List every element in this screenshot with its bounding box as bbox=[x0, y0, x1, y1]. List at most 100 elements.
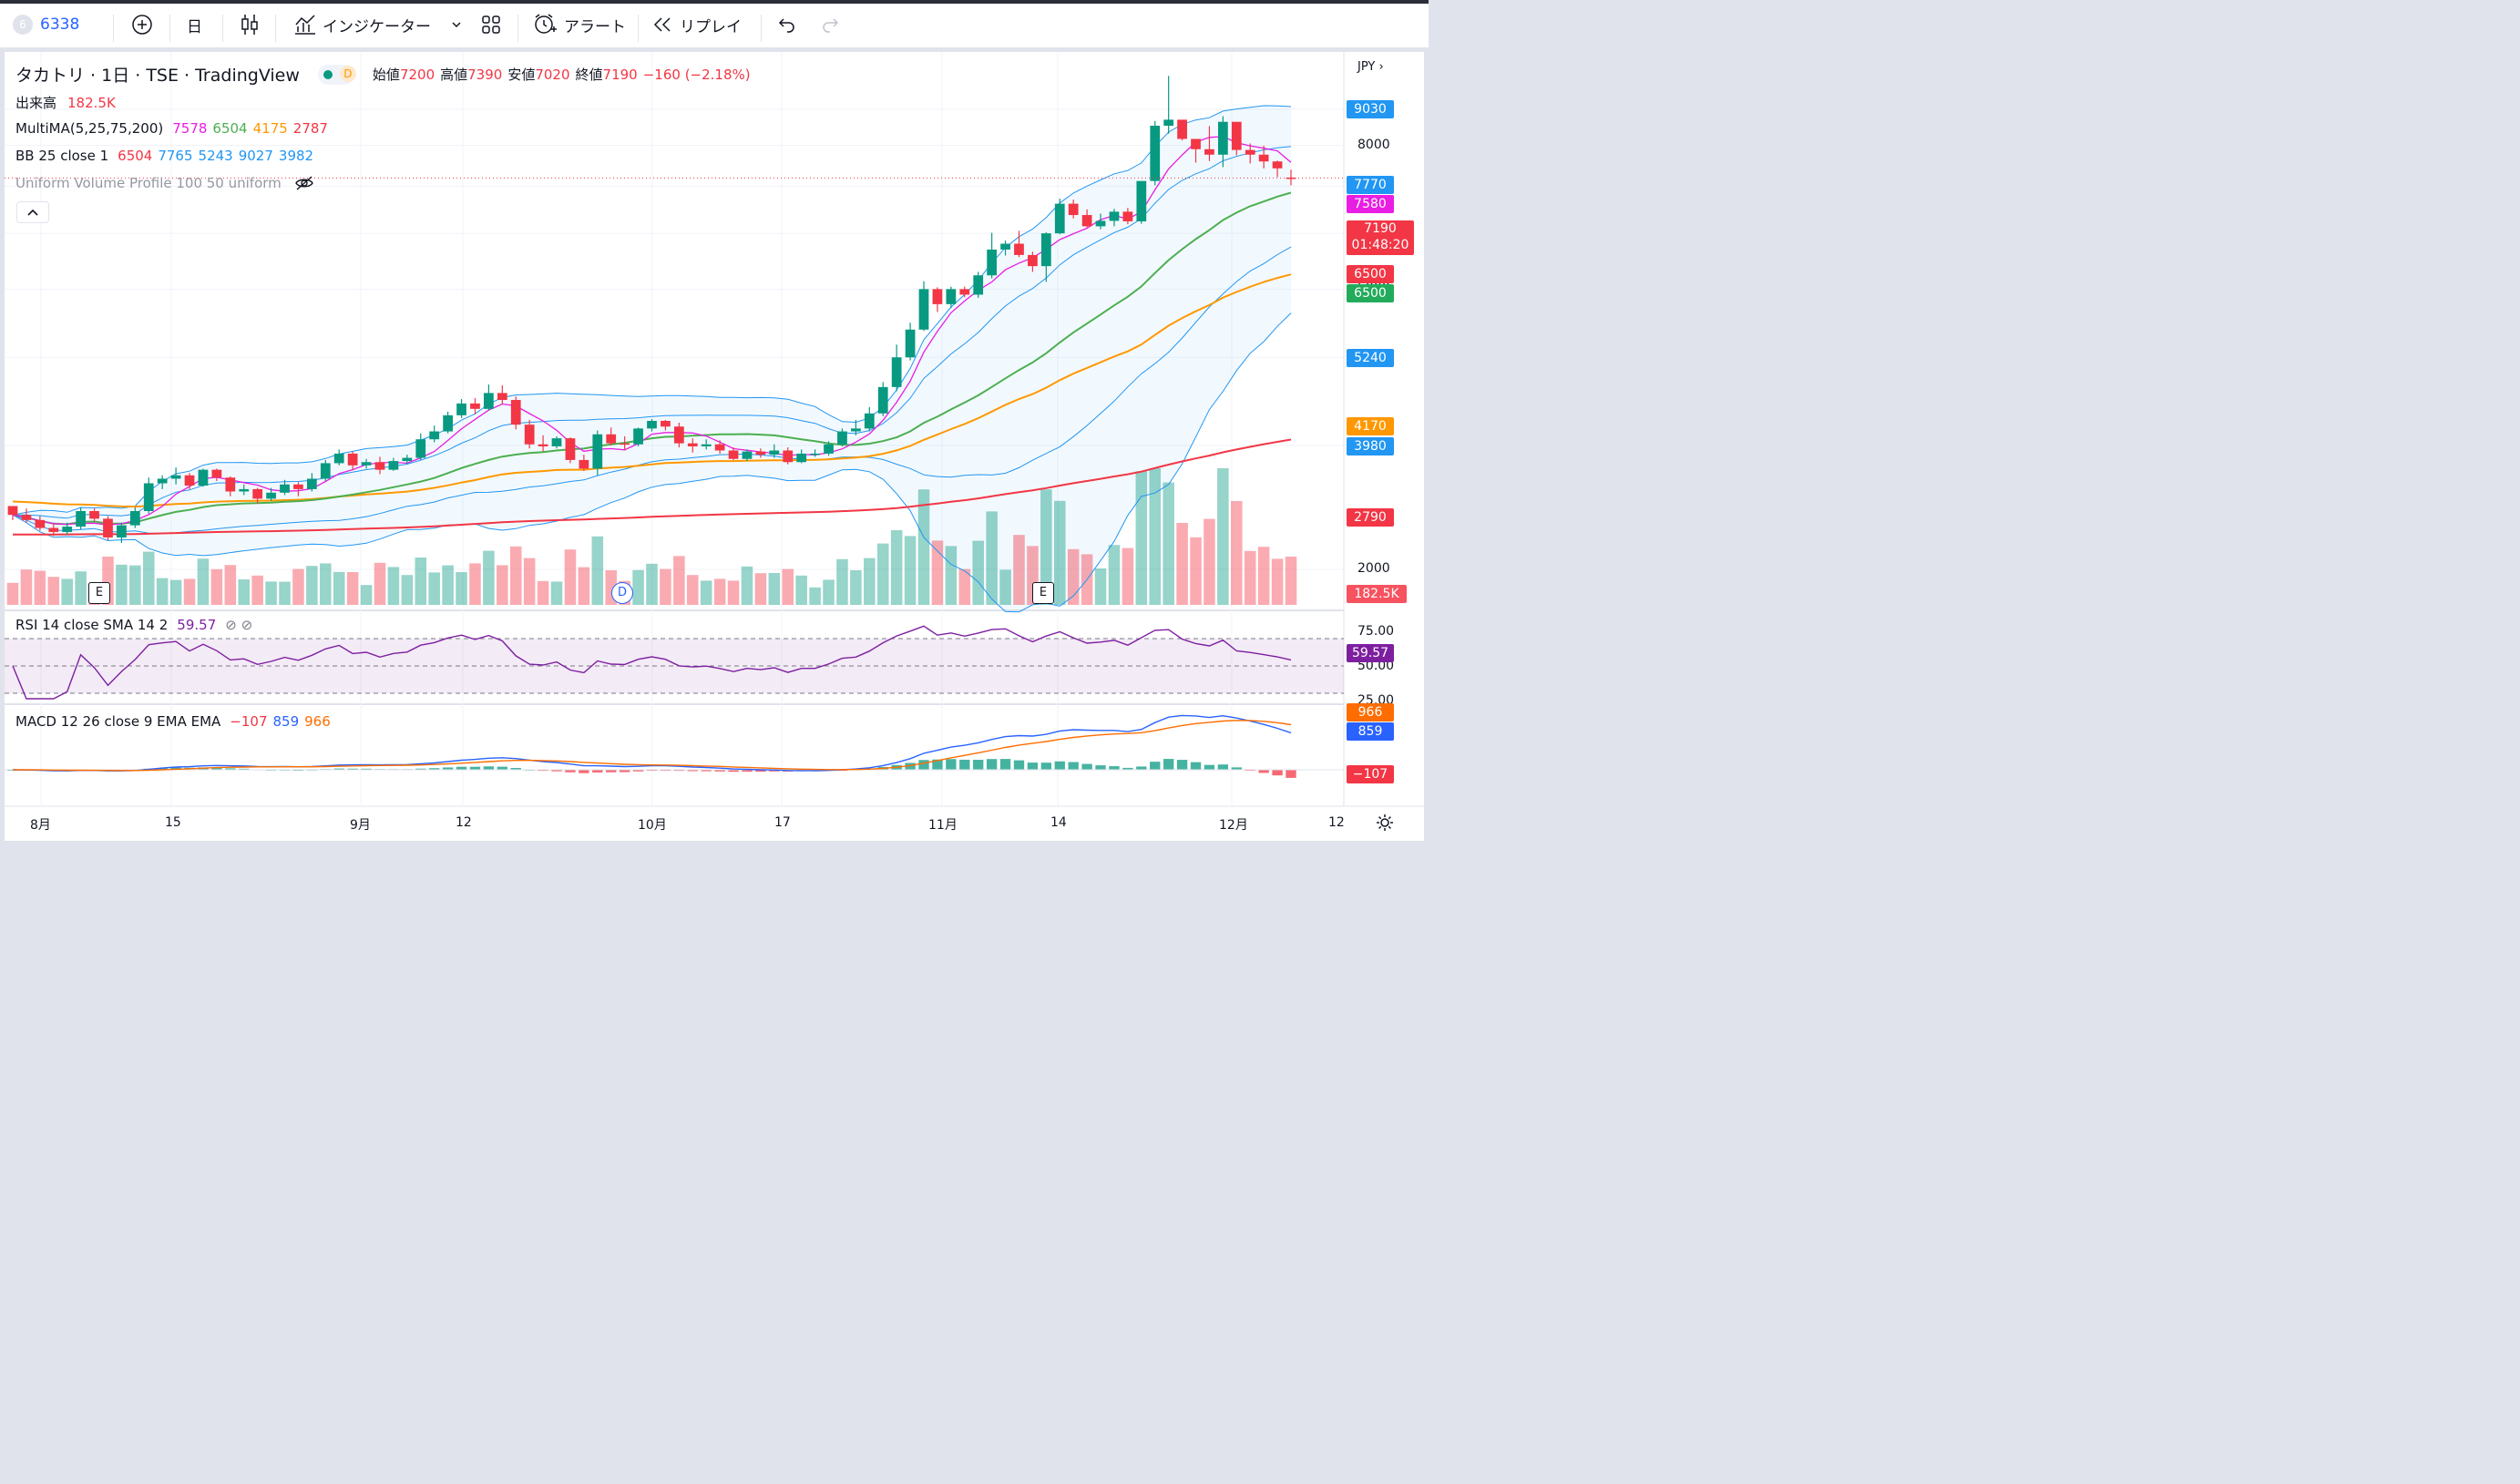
candle-body bbox=[891, 357, 902, 387]
price-axis-label: 6500 bbox=[1347, 265, 1394, 283]
candle-body bbox=[429, 431, 440, 440]
volume-bar bbox=[1135, 471, 1148, 605]
volume-bar bbox=[469, 563, 481, 605]
rsi-axis-label: 59.57 bbox=[1347, 644, 1394, 662]
candle-body bbox=[1217, 121, 1228, 155]
uvp-legend[interactable]: Uniform Volume Profile 100 50 uniform bbox=[15, 175, 314, 191]
candle-body bbox=[565, 438, 576, 460]
collapse-legend-button[interactable] bbox=[16, 201, 49, 223]
volume-bar bbox=[1271, 558, 1284, 605]
interval-button[interactable]: 日 bbox=[187, 17, 202, 36]
macd-histogram-bar bbox=[959, 759, 970, 770]
settings-button[interactable] bbox=[1376, 814, 1394, 835]
candle-body bbox=[62, 527, 73, 532]
macd-line bbox=[12, 714, 1292, 772]
candle-body bbox=[484, 393, 494, 409]
earnings-marker[interactable]: E bbox=[1032, 582, 1054, 604]
macd-legend[interactable]: MACD 12 26 close 9 EMA EMA −107 859 966 bbox=[15, 713, 331, 730]
volume-bar bbox=[795, 575, 807, 605]
volume-bar bbox=[415, 558, 427, 605]
rsi-legend[interactable]: RSI 14 close SMA 14 2 59.57 ⊘ ⊘ bbox=[15, 617, 253, 633]
chart-panel[interactable] bbox=[5, 52, 1424, 841]
price-axis-label: 7580 bbox=[1347, 195, 1394, 213]
candle-body bbox=[48, 527, 59, 532]
volume-bar bbox=[768, 573, 781, 605]
price-chart[interactable] bbox=[5, 52, 1424, 841]
candle-body bbox=[129, 510, 140, 526]
dividend-marker[interactable]: D bbox=[611, 582, 633, 604]
bb-lower-2 bbox=[12, 312, 1292, 613]
symbol-logo: 6 bbox=[13, 15, 33, 35]
volume-bar bbox=[727, 580, 740, 605]
volume-bar bbox=[564, 549, 577, 605]
macd-signal-line bbox=[13, 720, 1292, 772]
rsi-tick-75: 75.00 bbox=[1357, 624, 1395, 639]
compare-symbol-button[interactable] bbox=[131, 9, 153, 40]
candle-body bbox=[1000, 243, 1010, 250]
volume-bar bbox=[428, 572, 440, 605]
alert-button[interactable]: アラート bbox=[533, 9, 626, 40]
macd-histogram-bar bbox=[673, 770, 685, 772]
macd-histogram-bar bbox=[429, 768, 440, 770]
candle-body bbox=[1177, 119, 1187, 139]
macd-histogram-bar bbox=[579, 770, 589, 773]
volume-bar bbox=[1067, 548, 1080, 605]
volume-bar bbox=[1244, 550, 1256, 605]
replay-button[interactable]: リプレイ bbox=[652, 9, 742, 40]
volume-bar bbox=[1013, 535, 1025, 605]
ma25-line bbox=[12, 191, 1292, 526]
candle-body bbox=[1231, 121, 1242, 150]
price-axis-label: 3980 bbox=[1347, 437, 1394, 455]
price-tick: 8000 bbox=[1357, 137, 1390, 152]
macd-histogram-bar bbox=[1272, 770, 1283, 776]
macd-histogram-bar bbox=[565, 770, 576, 773]
macd-histogram-bar bbox=[1204, 764, 1215, 770]
alert-label: アラート bbox=[564, 17, 626, 36]
candle-body bbox=[456, 403, 466, 415]
candle-body bbox=[211, 469, 222, 478]
redo-button[interactable] bbox=[820, 9, 840, 40]
volume-bar bbox=[1204, 518, 1215, 605]
time-label: 14 bbox=[1050, 815, 1067, 830]
candle-body bbox=[21, 515, 32, 520]
candle-body bbox=[361, 462, 372, 466]
price-axis-label: 6500 bbox=[1347, 284, 1394, 302]
macd-histogram-bar bbox=[347, 768, 358, 770]
time-label: 15 bbox=[165, 815, 181, 830]
chart-type-button[interactable] bbox=[239, 9, 261, 40]
volume-bar bbox=[509, 546, 522, 605]
templates-button[interactable] bbox=[480, 9, 502, 40]
indicators-dropdown[interactable] bbox=[450, 9, 463, 40]
candle-body bbox=[701, 444, 712, 446]
volume-bar bbox=[129, 565, 141, 605]
indicators-button[interactable]: インジケーター bbox=[293, 9, 431, 40]
ohlc-close: 終値7190 bbox=[575, 67, 638, 83]
volume-bar bbox=[75, 571, 87, 605]
bb-legend[interactable]: BB 25 close 1 6504 7765 5243 9027 3982 bbox=[15, 148, 314, 164]
macd-histogram-bar bbox=[551, 770, 562, 772]
macd-histogram-bar bbox=[456, 766, 467, 770]
volume-bar bbox=[197, 558, 210, 605]
macd-histogram-bar bbox=[1013, 760, 1025, 770]
macd-histogram-bar bbox=[714, 770, 725, 772]
ma-legend[interactable]: MultiMA(5,25,75,200) 7578 6504 4175 2787 bbox=[15, 120, 328, 137]
candle-body bbox=[620, 443, 630, 445]
candle-body bbox=[783, 450, 794, 463]
currency-selector[interactable]: JPY › bbox=[1357, 60, 1384, 74]
volume-bar bbox=[265, 581, 277, 605]
candle-body bbox=[103, 518, 113, 537]
volume-bar bbox=[142, 551, 155, 605]
candle-body bbox=[592, 434, 603, 469]
candle-body bbox=[388, 461, 399, 470]
hidden-eye-icon[interactable] bbox=[294, 175, 314, 191]
volume-bar bbox=[360, 585, 373, 605]
volume-bar bbox=[931, 540, 944, 605]
candle-body bbox=[252, 488, 263, 499]
symbol-search-button[interactable]: 6 6338 bbox=[13, 9, 79, 40]
rsi-value: 59.57 bbox=[177, 617, 217, 633]
undo-button[interactable] bbox=[777, 9, 797, 40]
candle-body bbox=[347, 453, 358, 466]
earnings-marker[interactable]: E bbox=[88, 582, 110, 604]
hist-axis-label: −107 bbox=[1347, 765, 1394, 783]
volume-legend[interactable]: 出来高 182.5K bbox=[15, 94, 116, 112]
